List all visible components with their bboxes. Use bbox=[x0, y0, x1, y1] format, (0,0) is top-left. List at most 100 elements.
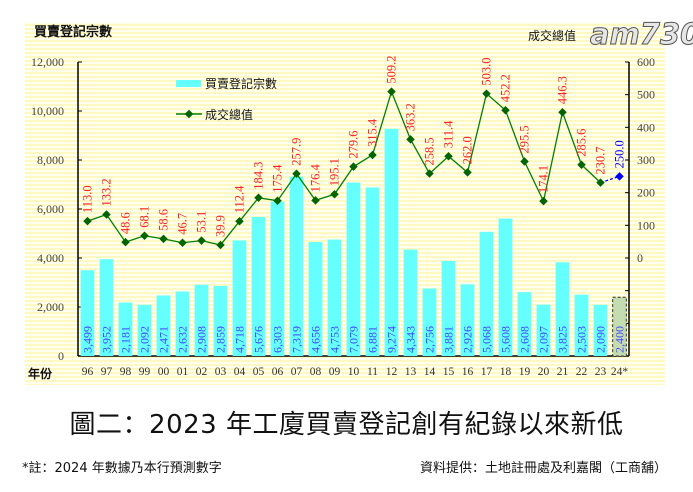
x-tick-label: 07 bbox=[291, 366, 303, 378]
x-tick-label: 10 bbox=[348, 366, 360, 378]
x-tick-label: 18 bbox=[500, 366, 512, 378]
line-value-label: 58.6 bbox=[157, 209, 171, 231]
line-value-label: 174.1 bbox=[537, 165, 551, 193]
bar-value-label: 2,471 bbox=[157, 326, 171, 353]
x-tick-label: 96 bbox=[82, 366, 94, 378]
line-point bbox=[83, 216, 92, 226]
line-value-label: 311.4 bbox=[442, 120, 456, 148]
y-right-tick-label: 500 bbox=[637, 88, 655, 102]
line-value-label: 68.1 bbox=[138, 206, 152, 228]
line-point bbox=[463, 168, 472, 177]
bar-value-label: 6,303 bbox=[271, 326, 285, 353]
line-point bbox=[273, 196, 282, 205]
line-point bbox=[216, 240, 225, 250]
x-tick-label: 16 bbox=[462, 366, 474, 378]
line-point bbox=[501, 106, 510, 115]
bar bbox=[232, 240, 247, 356]
line-value-label: 363.2 bbox=[404, 103, 418, 131]
line-value-label: 262.0 bbox=[461, 136, 475, 164]
bar-value-label: 4,343 bbox=[404, 326, 418, 353]
line-point bbox=[121, 237, 130, 247]
y-left-tick-label: 4,000 bbox=[37, 251, 64, 265]
bar-forecast bbox=[612, 296, 627, 357]
bar bbox=[536, 304, 551, 356]
x-tick-label: 14 bbox=[424, 366, 436, 378]
y-right-tick-label: 100 bbox=[637, 218, 655, 232]
bar bbox=[593, 304, 608, 356]
bar-value-label: 7,079 bbox=[347, 326, 361, 353]
x-tick-label: 04 bbox=[234, 366, 246, 378]
x-axis-title: 年份 bbox=[28, 366, 53, 381]
source-credit: 資料提供：土地註冊處及利嘉閣（工商舖） bbox=[419, 461, 667, 476]
y-right-tick-label: 600 bbox=[637, 55, 655, 69]
line-point bbox=[330, 190, 339, 199]
bar bbox=[289, 176, 304, 356]
bar-value-label: 2,632 bbox=[176, 326, 190, 353]
bar bbox=[327, 239, 342, 356]
x-tick-label: 12 bbox=[386, 366, 398, 378]
x-tick-label: 23 bbox=[595, 366, 607, 378]
line-value-label: 279.6 bbox=[347, 131, 361, 159]
bar-value-label: 2,608 bbox=[518, 326, 532, 353]
bar bbox=[213, 285, 228, 356]
x-tick-label: 13 bbox=[405, 366, 417, 378]
x-tick-label: 24* bbox=[611, 366, 629, 378]
bar bbox=[80, 270, 95, 356]
y-left-tick-label: 6,000 bbox=[37, 202, 64, 216]
bar-value-label: 2,400 bbox=[613, 326, 627, 353]
bar bbox=[99, 259, 114, 356]
bar-value-label: 9,274 bbox=[385, 326, 399, 353]
y-left-title: 買賣登記宗數 bbox=[34, 24, 112, 40]
series-line bbox=[87, 89, 601, 246]
bar bbox=[460, 284, 475, 356]
y-right-tick-label: 200 bbox=[637, 186, 655, 200]
line-value-label: 452.2 bbox=[499, 74, 513, 102]
line-point bbox=[178, 238, 187, 247]
bar bbox=[346, 182, 361, 356]
x-tick-label: 20 bbox=[538, 366, 550, 378]
bar bbox=[118, 302, 133, 356]
x-tick-label: 97 bbox=[101, 366, 113, 378]
line-value-label: 112.4 bbox=[233, 185, 247, 213]
legend-bar-label: 買賣登記宗數 bbox=[205, 76, 277, 91]
bar bbox=[517, 292, 532, 356]
bar bbox=[403, 249, 418, 356]
bar-value-label: 3,825 bbox=[556, 326, 570, 353]
x-tick-label: 08 bbox=[310, 366, 322, 378]
line-value-label: 257.9 bbox=[290, 138, 304, 166]
line-point bbox=[387, 87, 396, 96]
line-point bbox=[349, 162, 358, 171]
legend-line-marker bbox=[184, 109, 194, 119]
x-tick-label: 98 bbox=[120, 366, 132, 378]
y-left-tick-label: 10,000 bbox=[31, 104, 64, 118]
line-value-label: 133.2 bbox=[100, 178, 114, 206]
x-tick-label: 17 bbox=[481, 366, 493, 378]
line-value-label: 176.4 bbox=[309, 164, 323, 193]
line-value-label: 285.6 bbox=[575, 129, 589, 157]
x-tick-label: 03 bbox=[215, 366, 227, 378]
line-value-label: 446.3 bbox=[556, 76, 570, 104]
bar-value-label: 2,859 bbox=[214, 326, 228, 353]
bar-value-label: 2,097 bbox=[537, 326, 551, 353]
x-tick-label: 00 bbox=[158, 366, 170, 378]
x-tick-label: 19 bbox=[519, 366, 531, 378]
line-value-label: 184.3 bbox=[252, 162, 266, 190]
x-tick-label: 09 bbox=[329, 366, 341, 378]
line-value-label: 503.0 bbox=[480, 58, 494, 86]
legend-line-label: 成交總值 bbox=[205, 107, 253, 122]
bar-value-label: 2,908 bbox=[195, 326, 209, 353]
bar-value-label: 5,676 bbox=[252, 326, 266, 353]
footnote: *註：2024 年數據乃本行預測數字 bbox=[22, 461, 222, 476]
bar-value-label: 4,656 bbox=[309, 326, 323, 353]
x-tick-label: 06 bbox=[272, 366, 284, 378]
line-point bbox=[197, 236, 206, 245]
legend-bar-swatch bbox=[176, 80, 201, 87]
y-left-tick-label: 8,000 bbox=[37, 153, 64, 167]
line-point bbox=[425, 169, 434, 178]
line-point bbox=[292, 169, 301, 178]
x-tick-label: 01 bbox=[177, 366, 189, 378]
bar bbox=[175, 291, 190, 356]
line-value-label: 53.1 bbox=[195, 211, 209, 233]
bar-value-label: 3,881 bbox=[442, 326, 456, 353]
x-tick-label: 22 bbox=[576, 366, 588, 378]
